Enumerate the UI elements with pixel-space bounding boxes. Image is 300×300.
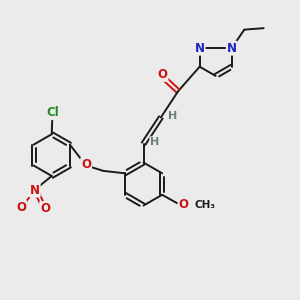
Text: N: N [30, 184, 40, 196]
Text: Cl: Cl [46, 106, 59, 119]
Text: H: H [150, 137, 160, 147]
Text: CH₃: CH₃ [194, 200, 215, 210]
Text: ⁻: ⁻ [20, 206, 26, 219]
Text: N: N [195, 42, 205, 55]
Text: H: H [168, 111, 177, 121]
Text: O: O [16, 201, 26, 214]
Text: O: O [178, 198, 189, 211]
Text: N: N [227, 42, 237, 55]
Text: O: O [158, 68, 168, 81]
Text: O: O [81, 158, 91, 171]
Text: O: O [40, 202, 50, 215]
